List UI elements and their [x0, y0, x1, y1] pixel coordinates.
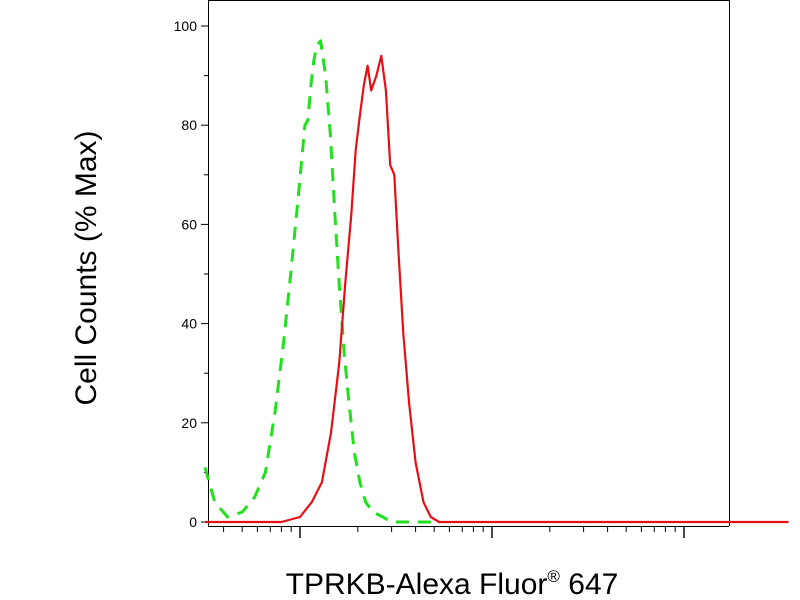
- y-tick-label: 100: [174, 18, 198, 34]
- x-axis-title-suffix: 647: [560, 568, 618, 600]
- y-tick-label: 20: [181, 415, 197, 431]
- y-axis: 0 20 40 60 80 100: [174, 0, 209, 530]
- x-axis-title: TPRKB-Alexa Fluor® 647: [286, 567, 619, 600]
- y-tick-label: 40: [181, 316, 197, 332]
- series-layer: [203, 39, 789, 524]
- y-tick-label: 60: [181, 216, 197, 232]
- sample-histogram-line: [205, 54, 789, 524]
- control-histogram-line: [203, 39, 435, 524]
- y-tick-label: 0: [189, 514, 197, 530]
- x-axis-title-registered-mark: ®: [547, 567, 560, 586]
- y-axis-title: Cell Counts (% Max): [70, 130, 103, 405]
- x-axis-title-main: TPRKB-Alexa Fluor: [286, 568, 548, 600]
- plot-frame: [208, 0, 730, 526]
- y-tick-label: 80: [181, 117, 197, 133]
- x-axis: [208, 526, 729, 538]
